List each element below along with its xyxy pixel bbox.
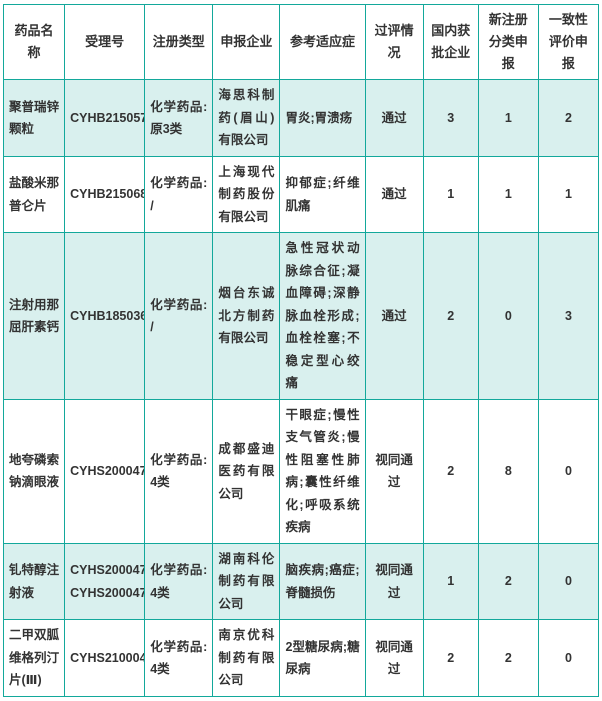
cell-indications: 脑疾病;癌症;脊髓损伤	[279, 542, 366, 621]
header-indications: 参考适应症	[279, 3, 366, 81]
cell-reg-type: 化学药品: /	[144, 155, 214, 234]
cell-company: 烟台东诚北方制药有限公司	[212, 232, 281, 400]
table-row: 聚普瑞锌颗粒 CYHB2150576 化学药品: 原3类 海思科制药(眉山)有限…	[2, 79, 600, 157]
cell-acceptance-no: CYHS2000473 CYHS2000474	[64, 542, 146, 621]
cell-review-status: 视同通过	[364, 619, 424, 697]
cell-drug-name: 地夸磷索钠滴眼液	[2, 398, 66, 544]
cell-review-status: 视同通过	[364, 398, 424, 544]
cell-consistency-apps: 0	[537, 542, 600, 621]
drug-review-table: 药品名称 受理号 注册类型 申报企业 参考适应症 过评情况 国内获批企业 新注册…	[2, 3, 600, 697]
cell-company: 上海现代制药股份有限公司	[212, 155, 281, 234]
cell-company: 海思科制药(眉山)有限公司	[212, 79, 281, 157]
cell-new-class-apps: 2	[477, 619, 539, 697]
header-acceptance-no: 受理号	[64, 3, 146, 81]
header-consistency-apps: 一致性评价申报	[537, 3, 600, 81]
cell-domestic-approved: 2	[422, 232, 479, 400]
table-row: 二甲双胍维格列汀片(Ⅲ) CYHS2100043 化学药品: 4类 南京优科制药…	[2, 619, 600, 697]
cell-acceptance-no: CYHB2150689	[64, 155, 146, 234]
header-drug-name: 药品名称	[2, 3, 66, 81]
cell-new-class-apps: 0	[477, 232, 539, 400]
cell-review-status: 通过	[364, 79, 424, 157]
cell-domestic-approved: 2	[422, 619, 479, 697]
cell-drug-name: 注射用那屈肝素钙	[2, 232, 66, 400]
header-review-status: 过评情况	[364, 3, 424, 81]
cell-indications: 抑郁症;纤维肌痛	[279, 155, 366, 234]
cell-indications: 2型糖尿病;糖尿病	[279, 619, 366, 697]
cell-indications: 胃炎;胃溃疡	[279, 79, 366, 157]
cell-consistency-apps: 0	[537, 398, 600, 544]
cell-new-class-apps: 1	[477, 79, 539, 157]
cell-reg-type: 化学药品: 4类	[144, 542, 214, 621]
cell-consistency-apps: 1	[537, 155, 600, 234]
header-company: 申报企业	[212, 3, 281, 81]
cell-drug-name: 聚普瑞锌颗粒	[2, 79, 66, 157]
cell-review-status: 通过	[364, 232, 424, 400]
table-row: 钆特醇注射液 CYHS2000473 CYHS2000474 化学药品: 4类 …	[2, 542, 600, 621]
cell-domestic-approved: 2	[422, 398, 479, 544]
cell-review-status: 通过	[364, 155, 424, 234]
cell-indications: 急性冠状动脉综合征;凝血障碍;深静脉血栓形成;血栓栓塞;不稳定型心绞痛	[279, 232, 366, 400]
cell-company: 成都盛迪医药有限公司	[212, 398, 281, 544]
cell-domestic-approved: 1	[422, 155, 479, 234]
cell-company: 南京优科制药有限公司	[212, 619, 281, 697]
header-domestic-approved: 国内获批企业	[422, 3, 479, 81]
table-row: 注射用那屈肝素钙 CYHB1850366 化学药品: / 烟台东诚北方制药有限公…	[2, 232, 600, 400]
cell-acceptance-no: CYHS2000472	[64, 398, 146, 544]
cell-domestic-approved: 3	[422, 79, 479, 157]
header-new-class-apps: 新注册分类申报	[477, 3, 539, 81]
cell-drug-name: 钆特醇注射液	[2, 542, 66, 621]
cell-new-class-apps: 8	[477, 398, 539, 544]
cell-new-class-apps: 1	[477, 155, 539, 234]
cell-reg-type: 化学药品: 4类	[144, 619, 214, 697]
table-row: 地夸磷索钠滴眼液 CYHS2000472 化学药品: 4类 成都盛迪医药有限公司…	[2, 398, 600, 544]
cell-consistency-apps: 2	[537, 79, 600, 157]
cell-drug-name: 盐酸米那普仑片	[2, 155, 66, 234]
cell-acceptance-no: CYHB2150576	[64, 79, 146, 157]
header-reg-type: 注册类型	[144, 3, 214, 81]
cell-reg-type: 化学药品: /	[144, 232, 214, 400]
table-header-row: 药品名称 受理号 注册类型 申报企业 参考适应症 过评情况 国内获批企业 新注册…	[2, 3, 600, 81]
table-row: 盐酸米那普仑片 CYHB2150689 化学药品: / 上海现代制药股份有限公司…	[2, 155, 600, 234]
cell-acceptance-no: CYHB1850366	[64, 232, 146, 400]
cell-company: 湖南科伦制药有限公司	[212, 542, 281, 621]
cell-reg-type: 化学药品: 原3类	[144, 79, 214, 157]
cell-acceptance-no: CYHS2100043	[64, 619, 146, 697]
cell-consistency-apps: 0	[537, 619, 600, 697]
cell-new-class-apps: 2	[477, 542, 539, 621]
cell-drug-name: 二甲双胍维格列汀片(Ⅲ)	[2, 619, 66, 697]
cell-indications: 干眼症;慢性支气管炎;慢性阻塞性肺病;囊性纤维化;呼吸系统疾病	[279, 398, 366, 544]
cell-consistency-apps: 3	[537, 232, 600, 400]
cell-domestic-approved: 1	[422, 542, 479, 621]
cell-review-status: 视同通过	[364, 542, 424, 621]
cell-reg-type: 化学药品: 4类	[144, 398, 214, 544]
